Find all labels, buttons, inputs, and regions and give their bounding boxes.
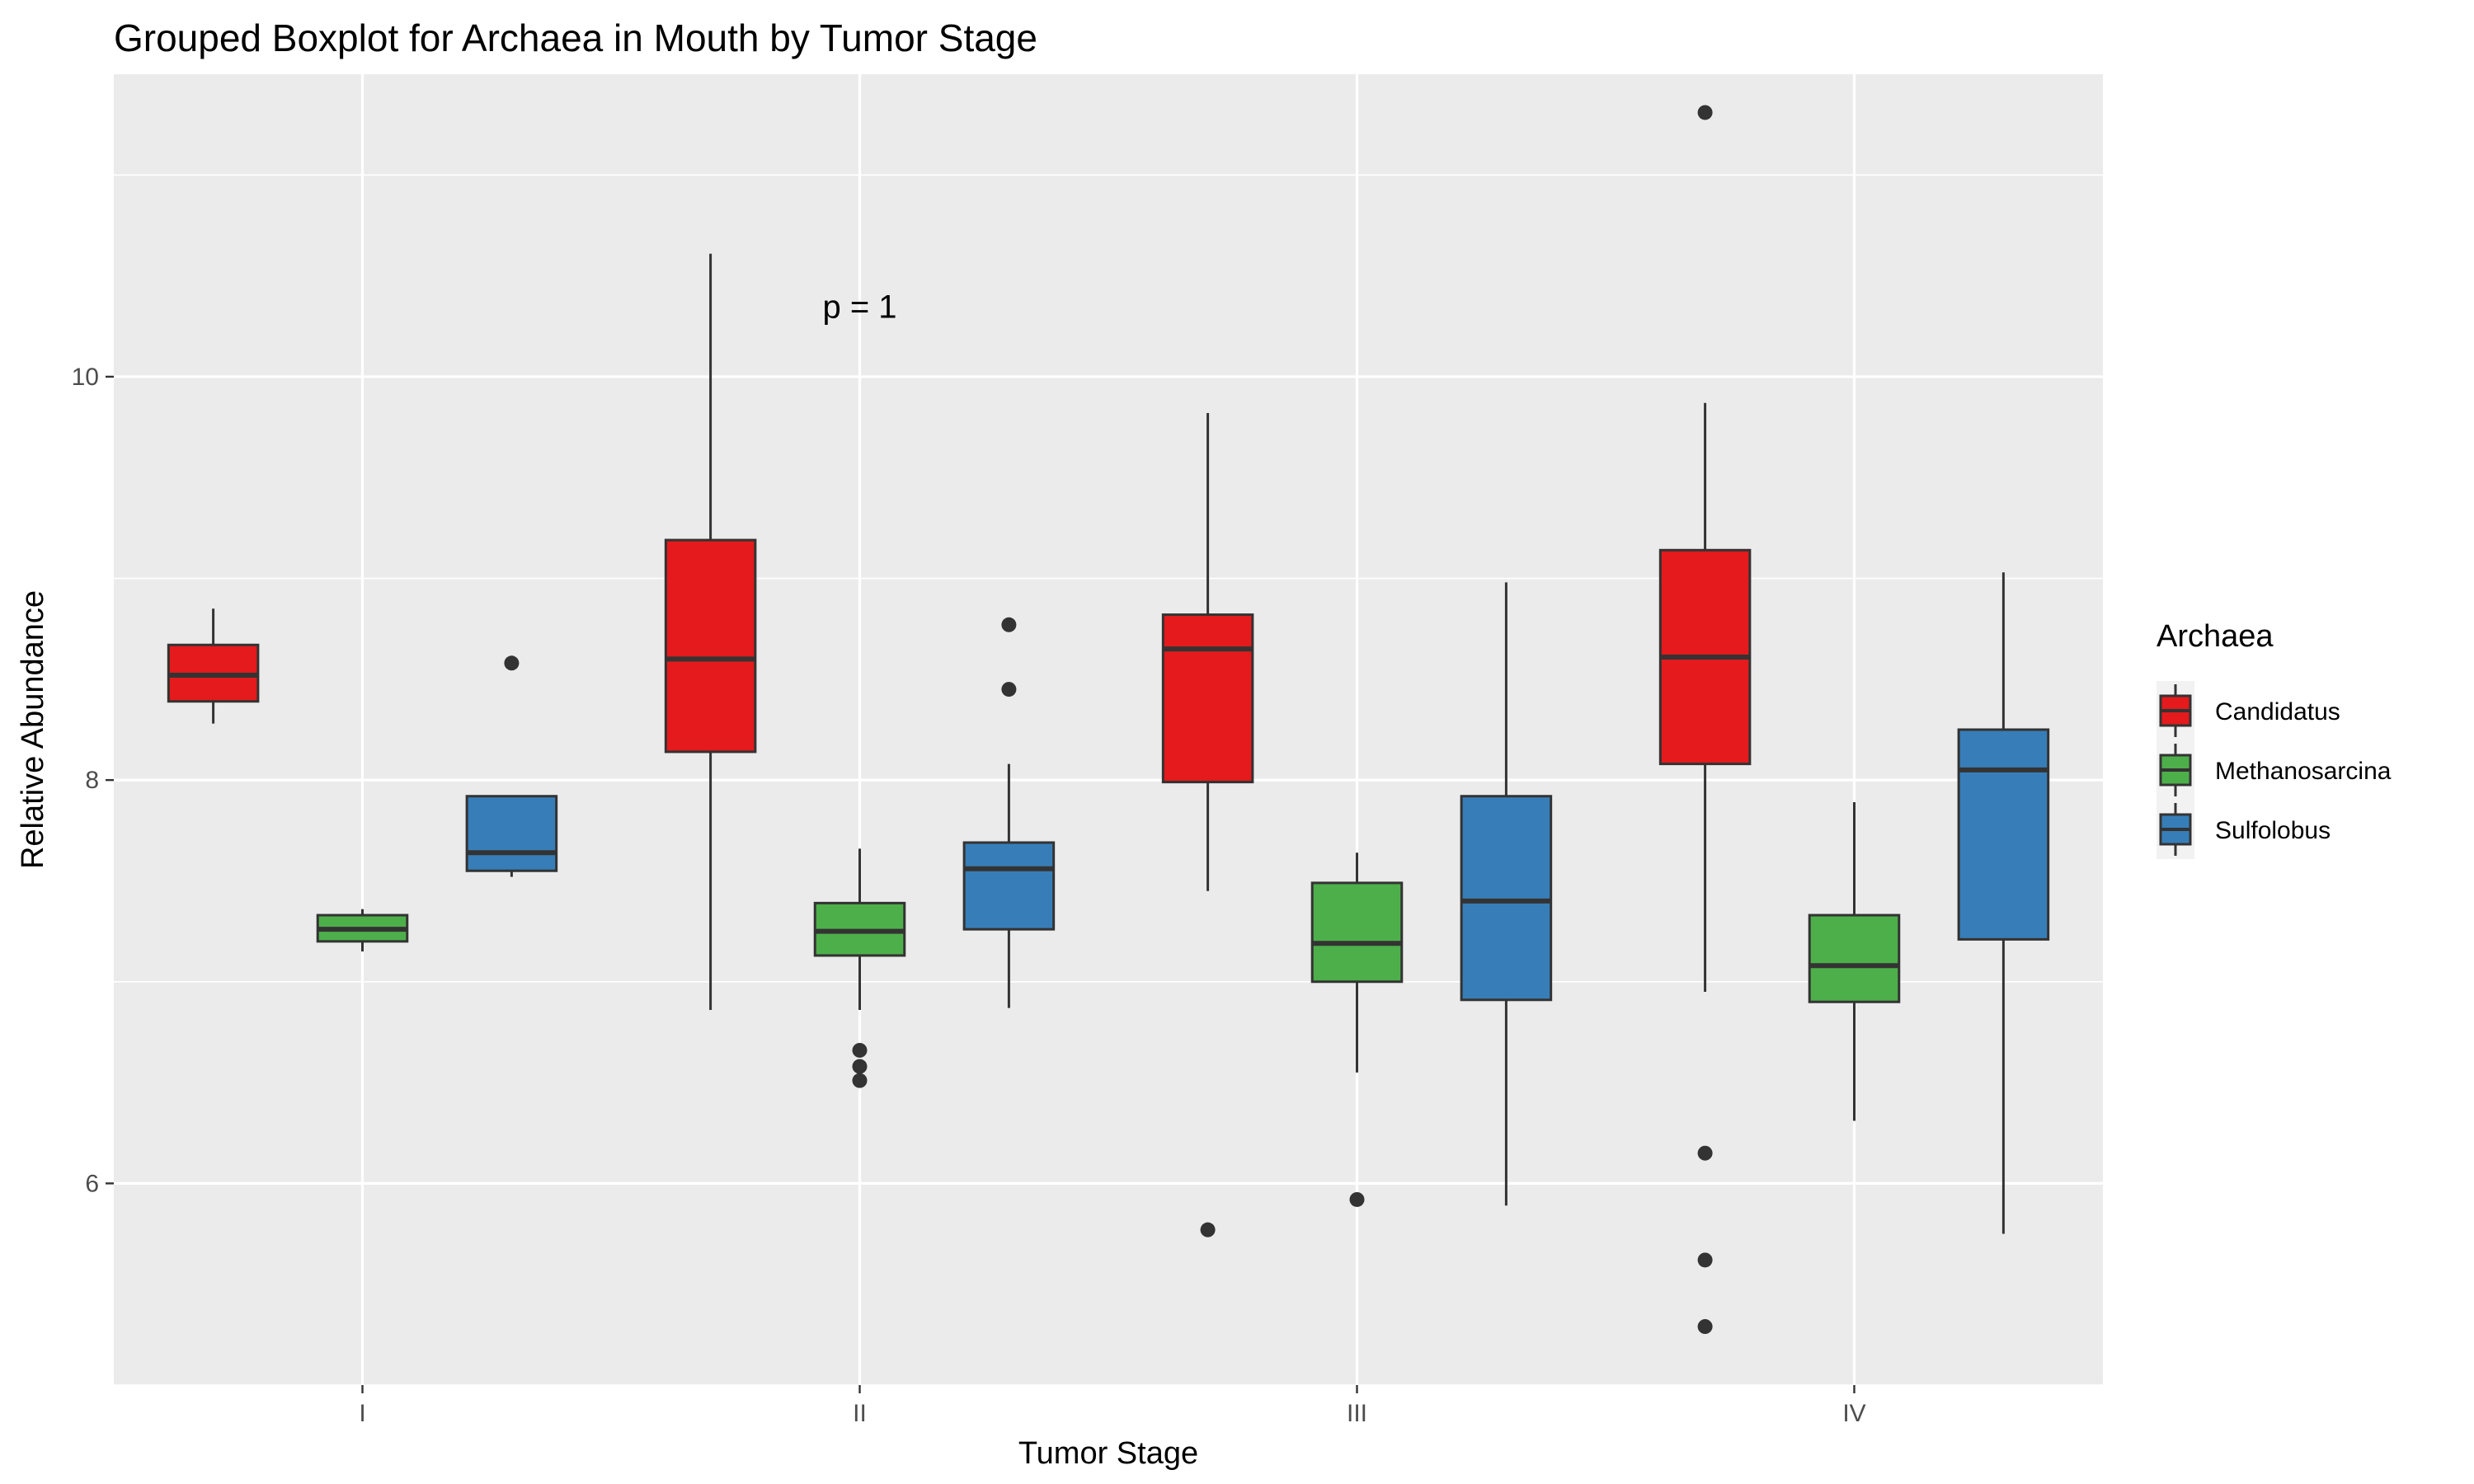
x-tick-label: I — [359, 1400, 365, 1427]
box-iqr — [1460, 795, 1553, 1002]
legend-title: Archaea — [2157, 619, 2274, 654]
grid — [114, 74, 2103, 1386]
legend-item-methanosarcina: Methanosarcina — [2157, 740, 2392, 800]
box-methanosarcina-III — [1310, 852, 1404, 1207]
y-tick-label: 8 — [85, 767, 99, 794]
outlier-point — [852, 1059, 868, 1074]
outlier-point — [1349, 1191, 1365, 1207]
box-methanosarcina-I — [316, 909, 409, 952]
x-tick-label: IV — [1842, 1400, 1865, 1427]
box-candidatus-II — [664, 253, 757, 1011]
y-axis: 6 8 10 — [72, 364, 114, 1197]
outlier-point — [1001, 682, 1017, 697]
box-candidatus-IV — [1658, 105, 1752, 1335]
box-iqr — [664, 538, 757, 754]
outlier-point — [1697, 1145, 1713, 1161]
box-sulfolobus-III — [1460, 582, 1553, 1206]
outlier-point — [1697, 105, 1713, 120]
chart-title: Grouped Boxplot for Archaea in Mouth by … — [114, 16, 1037, 59]
box-iqr — [465, 795, 558, 872]
box-iqr — [1808, 913, 1901, 1003]
plot-panel — [114, 74, 2103, 1385]
outlier-point — [852, 1073, 868, 1088]
box-methanosarcina-IV — [1808, 802, 1901, 1121]
legend-items: Candidatus Methanosarcina Sulfolobus — [2157, 681, 2392, 859]
boxes — [167, 105, 2050, 1335]
x-tick-label: II — [853, 1400, 867, 1427]
outlier-point — [1001, 617, 1017, 632]
box-candidatus-I — [167, 608, 260, 724]
box-iqr — [962, 841, 1056, 931]
outlier-point — [1697, 1319, 1713, 1335]
outlier-point — [504, 655, 520, 671]
box-sulfolobus-II — [962, 617, 1056, 1008]
y-tick-label: 10 — [72, 364, 99, 391]
box-sulfolobus-IV — [1957, 572, 2050, 1234]
p-value-annotation: p = 1 — [822, 289, 896, 325]
legend-label: Methanosarcina — [2215, 758, 2392, 785]
box-methanosarcina-II — [813, 848, 906, 1088]
x-axis: I II III IV — [359, 1385, 1866, 1427]
legend-label: Candidatus — [2215, 698, 2340, 726]
legend-item-sulfolobus: Sulfolobus — [2157, 800, 2331, 859]
y-axis-title: Relative Abundance — [16, 590, 50, 869]
outlier-point — [1697, 1252, 1713, 1268]
outlier-point — [1200, 1222, 1216, 1237]
box-iqr — [1957, 728, 2050, 941]
y-tick-label: 6 — [85, 1170, 99, 1197]
box-iqr — [1310, 881, 1404, 984]
x-axis-title: Tumor Stage — [1018, 1436, 1198, 1471]
x-tick-label: III — [1347, 1400, 1367, 1427]
box-candidatus-III — [1161, 412, 1254, 1237]
legend: Archaea Candidatus Methanosarcina Sulfolob… — [2157, 619, 2392, 859]
box-iqr — [1161, 613, 1254, 784]
outlier-point — [852, 1042, 868, 1058]
legend-item-candidatus: Candidatus — [2157, 681, 2340, 740]
box-sulfolobus-I — [465, 655, 558, 877]
legend-label: Sulfolobus — [2215, 817, 2331, 844]
